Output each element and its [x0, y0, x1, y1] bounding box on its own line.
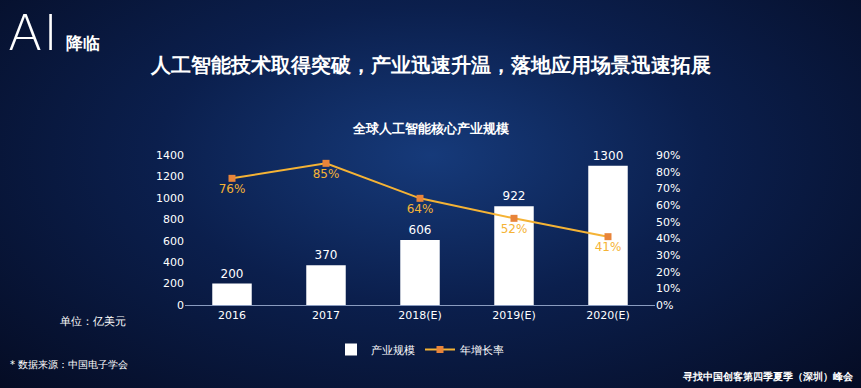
- svg-text:0: 0: [177, 299, 184, 312]
- svg-text:0%: 0%: [656, 299, 673, 312]
- html-text:人工智能技术取得突破，产业迅速升温，落地应用场景迅速拓展: 人工智能技术取得突破，产业迅速升温，落地应用场景迅速拓展: [150, 53, 711, 77]
- svg-text:200: 200: [221, 267, 244, 281]
- svg-text:606: 606: [409, 223, 432, 237]
- svg-text:400: 400: [163, 256, 184, 269]
- svg-text:90%: 90%: [656, 149, 680, 162]
- svg-text:全球人工智能核心产业规模: 全球人工智能核心产业规模: [352, 121, 509, 136]
- svg-text:2016: 2016: [218, 309, 246, 322]
- svg-text:922: 922: [503, 189, 526, 203]
- svg-text:40%: 40%: [656, 232, 680, 245]
- svg-text:1200: 1200: [156, 170, 184, 183]
- svg-text:80%: 80%: [656, 166, 680, 179]
- svg-text:单位：亿美元: 单位：亿美元: [60, 315, 126, 328]
- svg-text:50%: 50%: [656, 216, 680, 229]
- html-text:AI: AI: [8, 4, 59, 62]
- svg-text:20%: 20%: [656, 266, 680, 279]
- svg-text:2019(E): 2019(E): [492, 309, 536, 322]
- svg-text:370: 370: [315, 248, 338, 262]
- svg-text:年增长率: 年增长率: [460, 344, 504, 357]
- svg-text:800: 800: [163, 213, 184, 226]
- svg-text:产业规模: 产业规模: [371, 344, 415, 357]
- html-text:降临: 降临: [66, 33, 100, 53]
- svg-text:85%: 85%: [313, 167, 340, 181]
- svg-text:10%: 10%: [656, 282, 680, 295]
- svg-text:30%: 30%: [656, 249, 680, 262]
- svg-text:52%: 52%: [501, 222, 528, 236]
- svg-text:41%: 41%: [595, 240, 622, 254]
- svg-text:60%: 60%: [656, 199, 680, 212]
- svg-text:1300: 1300: [593, 149, 624, 163]
- svg-text:1400: 1400: [156, 149, 184, 162]
- svg-text:2017: 2017: [312, 309, 340, 322]
- html-text:* 数据来源：中国电子学会: * 数据来源：中国电子学会: [10, 359, 129, 370]
- svg-text:70%: 70%: [656, 182, 680, 195]
- svg-text:1000: 1000: [156, 192, 184, 205]
- svg-text:200: 200: [163, 277, 184, 290]
- html-text:寻找中国创客第四季夏季（深圳）峰会: 寻找中国创客第四季夏季（深圳）峰会: [683, 371, 853, 382]
- svg-text:600: 600: [163, 235, 184, 248]
- svg-text:64%: 64%: [407, 202, 434, 216]
- svg-text:76%: 76%: [219, 182, 246, 196]
- svg-text:2020(E): 2020(E): [586, 309, 630, 322]
- svg-text:2018(E): 2018(E): [398, 309, 442, 322]
